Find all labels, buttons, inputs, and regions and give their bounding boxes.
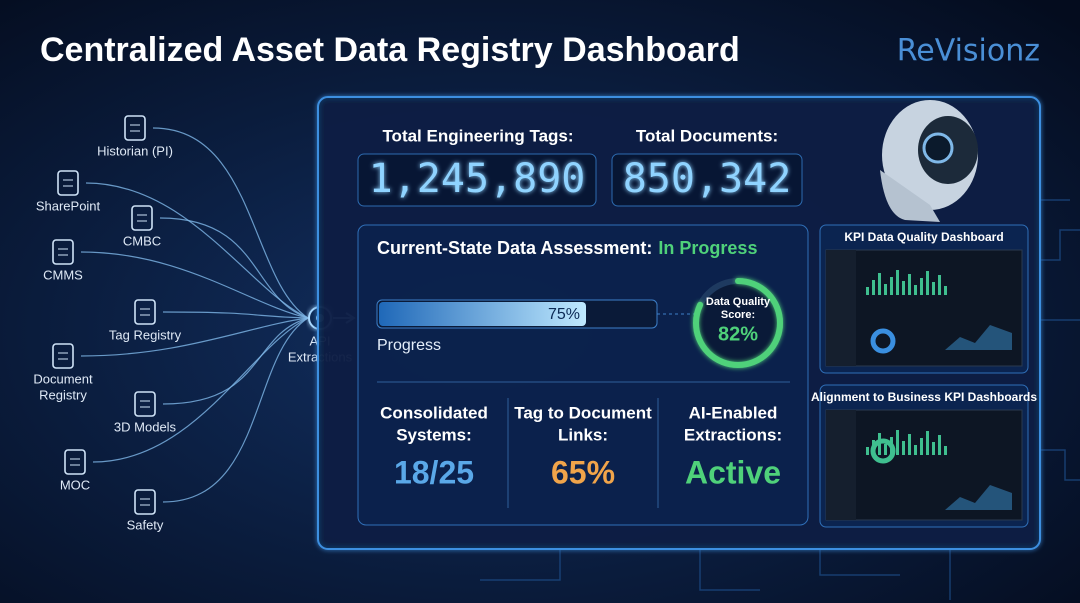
mini-bar — [878, 273, 881, 295]
page-title: Centralized Asset Data Registry Dashboar… — [40, 31, 740, 69]
source-label: CMBC — [123, 233, 161, 248]
source-label: SharePoint — [36, 198, 101, 213]
mini-bar — [896, 430, 899, 455]
total-label: Total Documents: — [636, 126, 778, 145]
mini-bar — [920, 438, 923, 455]
mini-bar — [932, 442, 935, 455]
mini-bar — [902, 441, 905, 455]
flow-line — [85, 182, 309, 319]
mini-area — [945, 485, 1012, 510]
circuit-lines — [480, 199, 1080, 600]
stat-label: Extractions: — [684, 425, 782, 444]
data-sources: Historian (PI) SharePoint CMBC CMMS Tag Regi… — [33, 115, 309, 532]
flow-line — [162, 317, 309, 405]
stat-label: Links: — [558, 425, 608, 444]
progress-fill — [379, 302, 586, 326]
counter-box — [357, 153, 597, 207]
source-label: MOC — [60, 477, 90, 492]
mini-bar — [944, 286, 947, 295]
robot — [880, 100, 978, 222]
score-title: Data Quality — [706, 296, 771, 308]
score-label: 82% — [718, 323, 758, 345]
source-icon — [64, 449, 86, 475]
source-label: 3D Models — [114, 419, 177, 434]
mini-sidebar — [826, 250, 856, 366]
mini-bar — [908, 274, 911, 295]
mini-bar — [890, 277, 893, 295]
stat-label: Consolidated — [380, 403, 488, 422]
source-icon — [134, 299, 156, 325]
assessment-label: Current-State Data Assessment: — [377, 238, 652, 258]
mini-bar — [896, 270, 899, 295]
progress-caption: Progress — [377, 337, 441, 354]
source-label: Document — [33, 371, 93, 386]
stat-label: Tag to Document — [514, 403, 652, 422]
mini-bar — [902, 281, 905, 295]
total-label: Total Engineering Tags: — [382, 126, 573, 145]
mini-bar — [908, 434, 911, 455]
flow-line — [159, 217, 309, 319]
source-label: Tag Registry — [109, 327, 182, 342]
panel-title: Alignment to Business KPI Dashboards — [811, 390, 1037, 404]
mini-bar — [914, 285, 917, 295]
mini-area — [945, 325, 1012, 350]
flow-line — [92, 317, 309, 463]
mini-bar — [938, 435, 941, 455]
progress-label: 75% — [548, 306, 580, 323]
mini-bar — [884, 444, 887, 455]
source-label: Historian (PI) — [97, 143, 173, 158]
panel-title: KPI Data Quality Dashboard — [844, 230, 1003, 244]
mini-bar — [914, 445, 917, 455]
score-title: Score: — [721, 309, 755, 321]
mini-donut — [870, 328, 896, 354]
assessment-title: Current-State Data Assessment: In Progres… — [377, 238, 757, 258]
source-icon — [52, 343, 74, 369]
flow-line — [152, 127, 309, 319]
mini-bar — [944, 446, 947, 455]
source-icon — [131, 205, 153, 231]
mini-donut — [870, 438, 896, 464]
logo: ReVisionz — [897, 34, 1040, 69]
mini-bar — [866, 447, 869, 455]
flow-line — [80, 317, 309, 357]
flow-line — [80, 251, 309, 319]
source-icon — [57, 170, 79, 196]
total-value: 1,245,890 — [369, 156, 586, 202]
mini-bar — [926, 431, 929, 455]
mini-bar — [938, 275, 941, 295]
mini-bar — [884, 284, 887, 295]
mini-bar — [920, 278, 923, 295]
mini-bar — [932, 282, 935, 295]
stat-label: Systems: — [396, 425, 472, 444]
total-value: 850,342 — [623, 156, 792, 202]
flow-line — [162, 317, 309, 503]
mini-bar — [926, 271, 929, 295]
stat-value: 65% — [551, 454, 615, 490]
source-icon — [134, 489, 156, 515]
source-label: Registry — [39, 387, 87, 402]
source-label: Safety — [127, 517, 164, 532]
source-icon — [52, 239, 74, 265]
mini-bar — [866, 287, 869, 295]
stat-label: AI-Enabled — [689, 403, 778, 422]
stat-value: 18/25 — [394, 454, 474, 490]
source-icon — [134, 391, 156, 417]
flow-line — [162, 311, 309, 319]
stat-value: Active — [685, 454, 781, 490]
counter-box — [611, 153, 803, 207]
mini-sidebar — [826, 410, 856, 520]
score-ring — [693, 278, 783, 368]
assessment-status: In Progress — [658, 238, 757, 258]
side-panels: KPI Data Quality Dashboard Alignment to B… — [811, 224, 1037, 528]
mini-bar — [872, 280, 875, 295]
source-label: CMMS — [43, 267, 83, 282]
stats: Consolidated Systems: 18/25 Tag to Document… — [380, 403, 782, 490]
source-icon — [124, 115, 146, 141]
